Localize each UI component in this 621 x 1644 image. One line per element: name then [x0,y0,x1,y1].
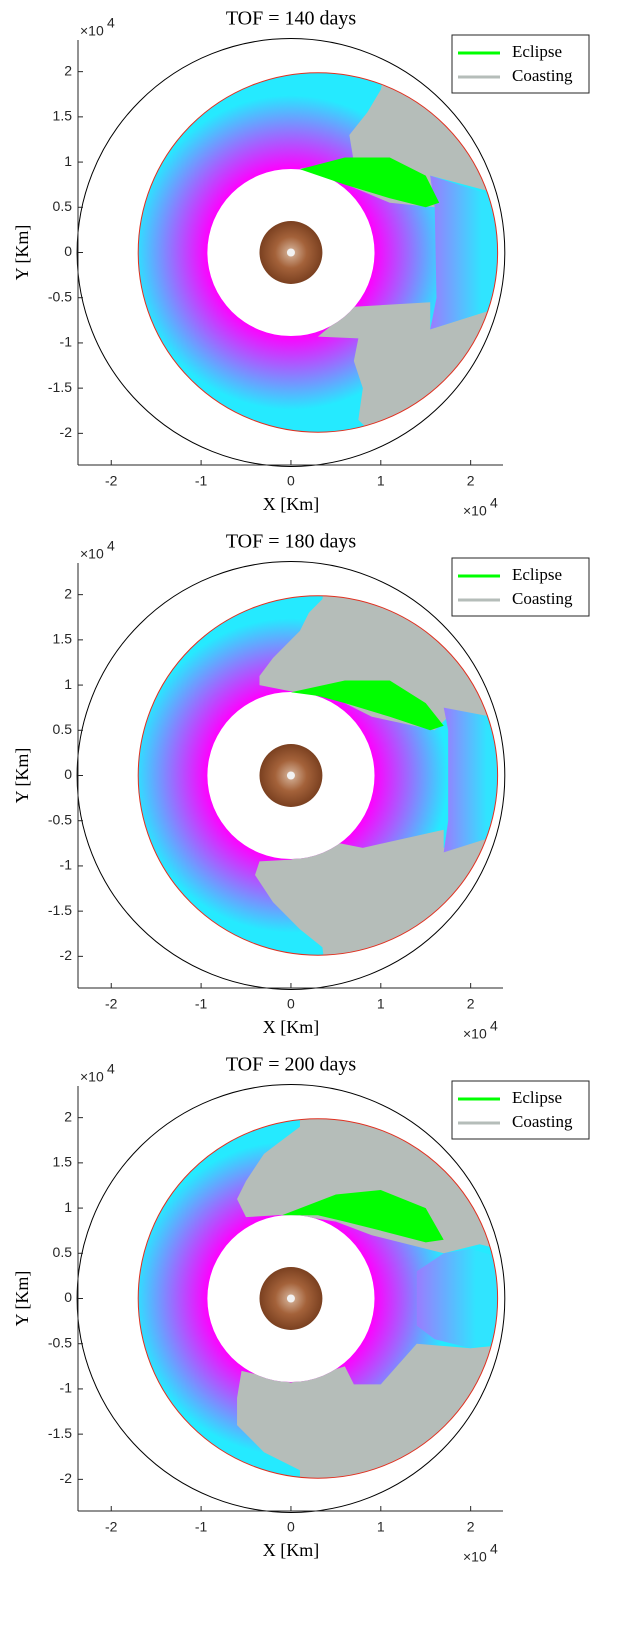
y-tick-label: 1.5 [53,631,73,647]
y-tick-label: 0 [64,766,72,782]
x-tick-label: 2 [467,473,475,489]
mars-pole [287,249,295,257]
x-scale-exponent: 4 [490,495,498,511]
y-scale-exponent: 4 [107,1061,115,1077]
coasting-region [255,830,516,984]
x-scale-label: ×10 [463,1026,487,1042]
y-scale-label: ×10 [80,23,104,39]
y-tick-label: -2 [60,1470,73,1486]
y-scale-exponent: 4 [107,538,115,554]
y-axis-label: Y [Km] [12,225,32,281]
legend-label: Eclipse [512,1088,562,1107]
x-tick-label: -1 [195,1519,208,1535]
y-tick-label: 0.5 [53,721,73,737]
legend-label: Coasting [512,1112,573,1131]
y-scale-exponent: 4 [107,15,115,31]
y-tick-label: 1.5 [53,108,73,124]
y-tick-label: -0.5 [48,1334,72,1350]
legend-label: Eclipse [512,42,562,61]
y-tick-label: 0.5 [53,198,73,214]
y-tick-label: -1 [60,334,73,350]
y-tick-label: 1 [64,676,72,692]
y-axis-label: Y [Km] [12,1271,32,1327]
x-tick-label: -2 [105,996,118,1012]
y-tick-label: 0.5 [53,1244,73,1260]
x-scale-label: ×10 [463,1549,487,1565]
x-tick-label: 0 [287,1519,295,1535]
chart-title: TOF = 140 days [226,8,357,30]
y-tick-label: -1.5 [48,1425,72,1441]
x-axis-label: X [Km] [263,1017,320,1037]
legend-label: Coasting [512,589,573,608]
x-tick-label: -2 [105,473,118,489]
y-tick-label: -2 [60,947,73,963]
chart-title: TOF = 180 days [226,531,357,553]
x-tick-label: -1 [195,996,208,1012]
x-tick-label: 0 [287,996,295,1012]
mars-pole [287,1295,295,1303]
x-tick-label: 2 [467,996,475,1012]
y-tick-label: -0.5 [48,288,72,304]
x-tick-label: -2 [105,1519,118,1535]
x-scale-label: ×10 [463,503,487,519]
y-tick-label: 0 [64,243,72,259]
x-scale-exponent: 4 [490,1018,498,1034]
y-tick-label: 2 [64,1108,72,1124]
y-tick-label: 0 [64,1289,72,1305]
y-scale-label: ×10 [80,546,104,562]
y-tick-label: 2 [64,62,72,78]
y-tick-label: -1 [60,1380,73,1396]
y-tick-label: -1 [60,857,73,873]
chart-title: TOF = 200 days [226,1054,357,1076]
x-tick-label: 2 [467,1519,475,1535]
y-tick-label: 1 [64,1199,72,1215]
x-tick-label: 1 [377,996,385,1012]
y-tick-label: 1.5 [53,1154,73,1170]
x-scale-exponent: 4 [490,1541,498,1557]
y-tick-label: 2 [64,585,72,601]
y-axis-label: Y [Km] [12,748,32,804]
y-tick-label: -1.5 [48,379,72,395]
figure: -2-1012-2-1.5-1-0.500.511.52×104×104TOF … [0,0,621,1644]
thrust-lobe [430,176,515,330]
x-tick-label: 0 [287,473,295,489]
y-tick-label: -0.5 [48,811,72,827]
x-tick-label: 1 [377,473,385,489]
thrust-lobe [417,1249,516,1348]
y-scale-label: ×10 [80,1069,104,1085]
x-axis-label: X [Km] [263,494,320,514]
legend-label: Coasting [512,66,573,85]
legend-label: Eclipse [512,565,562,584]
x-axis-label: X [Km] [263,1540,320,1560]
y-tick-label: -2 [60,424,73,440]
y-tick-label: 1 [64,153,72,169]
x-tick-label: -1 [195,473,208,489]
mars-pole [287,772,295,780]
y-tick-label: -1.5 [48,902,72,918]
x-tick-label: 1 [377,1519,385,1535]
